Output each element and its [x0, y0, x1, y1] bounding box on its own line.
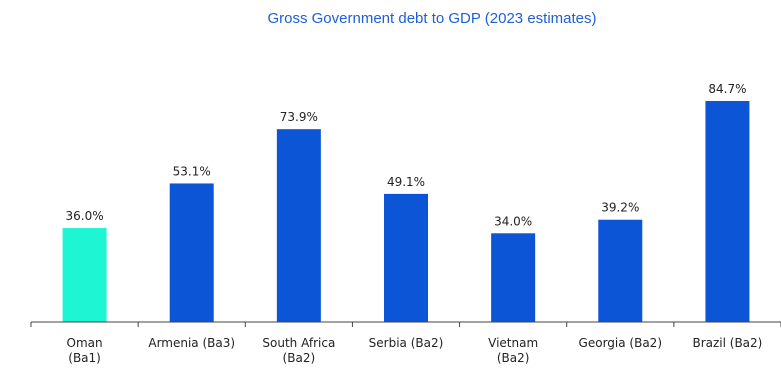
- x-tick-label: Oman (Ba1): [67, 336, 103, 365]
- x-tick-label-line: Oman: [67, 336, 103, 350]
- data-label: 53.1%: [173, 164, 211, 178]
- x-tick-label-line: (Ba2): [497, 351, 530, 365]
- bar: [169, 183, 214, 322]
- bar: [384, 193, 428, 322]
- bar: [62, 228, 107, 322]
- bar: [276, 129, 321, 322]
- chart-title: Gross Government debt to GDP (2023 estim…: [267, 10, 596, 27]
- data-label: 39.2%: [601, 201, 639, 215]
- data-labels-group: 36.0% 53.1% 73.9% 49.1% 34.0% 39.2% 84.7%: [66, 82, 747, 228]
- x-tick-label: Vietnam (Ba2): [488, 336, 538, 365]
- data-label: 73.9%: [280, 110, 318, 124]
- x-tick-label-line: South Africa: [262, 336, 335, 350]
- data-label: 49.1%: [387, 175, 425, 189]
- x-tick-label: Armenia (Ba3): [148, 336, 235, 350]
- bar: [598, 219, 643, 322]
- x-tick-label-line: Georgia (Ba2): [579, 336, 662, 350]
- data-label: 84.7%: [708, 82, 746, 96]
- data-label: 36.0%: [66, 209, 104, 223]
- x-tick-labels-group: Oman (Ba1)Armenia (Ba3) South Africa (Ba2)S…: [67, 336, 763, 365]
- x-tick-label-line: Armenia (Ba3): [148, 336, 235, 350]
- x-tick-label: Serbia (Ba2): [369, 336, 444, 350]
- x-ticks-group: [30, 322, 781, 327]
- bar: [705, 101, 750, 322]
- x-tick-label-line: Brazil (Ba2): [692, 336, 762, 350]
- bars-group: [62, 101, 750, 322]
- x-tick-label-line: Serbia (Ba2): [369, 336, 444, 350]
- bar: [491, 233, 536, 322]
- x-tick-label-line: Vietnam: [488, 336, 538, 350]
- x-tick-label: Brazil (Ba2): [692, 336, 762, 350]
- x-tick-label: Georgia (Ba2): [579, 336, 662, 350]
- data-label: 34.0%: [494, 214, 532, 228]
- x-tick-label: South Africa (Ba2): [262, 336, 335, 365]
- x-tick-label-line: (Ba1): [68, 351, 101, 365]
- x-tick-label-line: (Ba2): [283, 351, 316, 365]
